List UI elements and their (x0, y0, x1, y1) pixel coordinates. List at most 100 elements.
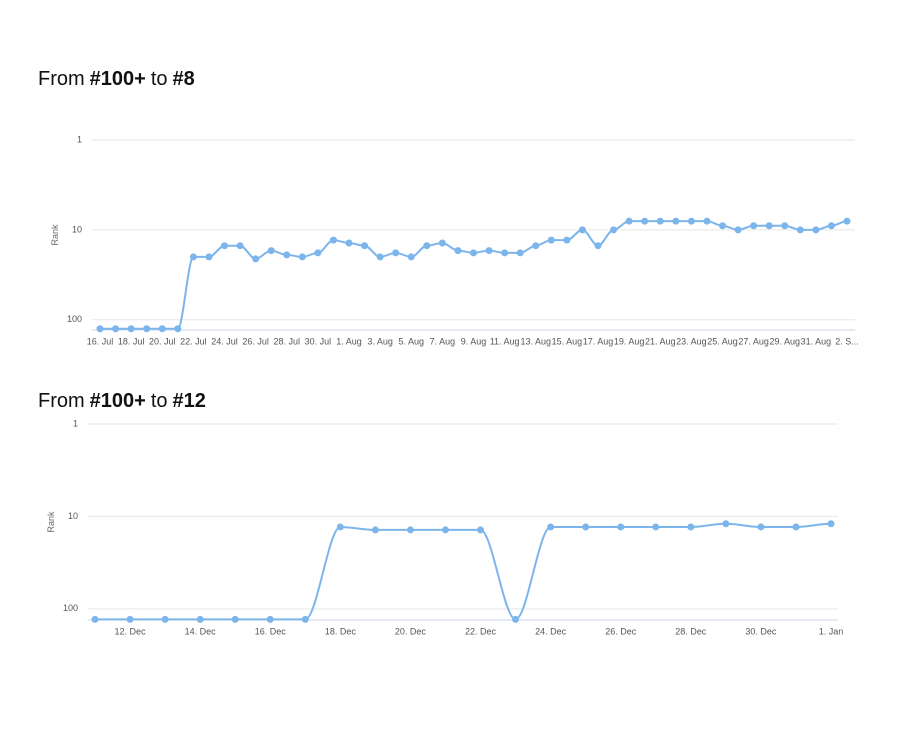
point (161, 615, 169, 623)
title-part: #100+ (90, 390, 146, 412)
x-tick-label: 24. Dec (535, 626, 567, 636)
y-axis-label: Rank (50, 224, 60, 246)
x-tick-label: 18. Dec (325, 626, 357, 636)
x-tick-label: 5. Aug (398, 336, 424, 346)
x-tick-label: 7. Aug (430, 336, 456, 346)
point (578, 226, 586, 234)
point (441, 526, 449, 534)
point (827, 222, 835, 230)
y-tick-label: 100 (63, 603, 78, 613)
point (547, 236, 555, 244)
point (196, 615, 204, 623)
y-axis-label: Rank (46, 511, 56, 533)
y-tick-label: 1 (73, 418, 78, 428)
point (582, 523, 590, 531)
x-tick-label: 25. Aug (707, 336, 738, 346)
chart-title: From #100+ to #12 (38, 390, 206, 412)
point (158, 325, 166, 333)
point (298, 253, 306, 261)
point (672, 217, 680, 225)
line (100, 220, 848, 330)
y-tick-label: 100 (67, 314, 82, 324)
x-tick-label: 26. Dec (605, 626, 637, 636)
point (485, 247, 493, 255)
point (610, 226, 618, 234)
point (143, 325, 151, 333)
x-tick-label: 1. Jan (819, 626, 844, 636)
x-tick-label: 18. Jul (118, 336, 145, 346)
point (252, 255, 260, 263)
point (314, 249, 322, 257)
point (454, 247, 462, 255)
point (423, 242, 431, 250)
x-tick-label: 29. Aug (769, 336, 800, 346)
point (652, 523, 660, 531)
x-tick-label: 24. Jul (211, 336, 238, 346)
point (656, 217, 664, 225)
point (617, 523, 625, 531)
point (376, 253, 384, 261)
x-tick-label: 16. Dec (255, 626, 287, 636)
point (236, 242, 244, 250)
point (594, 242, 602, 250)
x-tick-label: 31. Aug (801, 336, 832, 346)
title-part: From (38, 68, 85, 90)
x-tick-label: 30. Jul (305, 336, 332, 346)
point (112, 325, 120, 333)
point (812, 226, 820, 234)
point (174, 325, 182, 333)
point (796, 226, 804, 234)
point (563, 236, 571, 244)
point (501, 249, 509, 257)
point (781, 222, 789, 230)
point (719, 222, 726, 230)
point (407, 253, 415, 261)
x-tick-label: 23. Aug (676, 336, 707, 346)
point (301, 615, 309, 623)
point (516, 249, 524, 257)
y-tick-label: 10 (68, 511, 78, 521)
point (512, 615, 520, 623)
x-tick-label: 16. Jul (87, 336, 114, 346)
x-tick-label: 22. Jul (180, 336, 207, 346)
x-tick-label: 13. Aug (520, 336, 551, 346)
x-tick-label: 30. Dec (745, 626, 777, 636)
point (205, 253, 213, 261)
point (470, 249, 477, 257)
point (477, 526, 485, 534)
title-part: From (38, 390, 85, 412)
x-tick-label: 22. Dec (465, 626, 497, 636)
point (189, 253, 197, 261)
x-tick-label: 20. Jul (149, 336, 176, 346)
point (438, 239, 446, 247)
x-tick-label: 9. Aug (461, 336, 487, 346)
point (266, 615, 274, 623)
point (641, 217, 649, 225)
point (91, 615, 99, 623)
point (371, 526, 379, 534)
x-tick-label: 20. Dec (395, 626, 427, 636)
x-tick-label: 14. Dec (185, 626, 217, 636)
point (267, 247, 275, 255)
point (765, 222, 773, 230)
point (221, 242, 228, 250)
point (625, 217, 633, 225)
point (406, 526, 414, 534)
y-tick-label: 10 (72, 224, 82, 234)
chart-title: From #100+ to #8 (38, 68, 195, 90)
point (392, 249, 400, 257)
x-tick-label: 2. S... (835, 336, 859, 346)
point (126, 615, 134, 623)
x-tick-label: 17. Aug (583, 336, 614, 346)
x-tick-label: 28. Dec (675, 626, 707, 636)
line (94, 522, 832, 621)
title-part: #12 (173, 390, 206, 412)
x-tick-label: 27. Aug (738, 336, 769, 346)
point (722, 520, 730, 528)
x-tick-label: 28. Jul (273, 336, 300, 346)
point (734, 226, 742, 234)
point (792, 523, 800, 531)
point (231, 615, 239, 623)
point (687, 217, 695, 225)
